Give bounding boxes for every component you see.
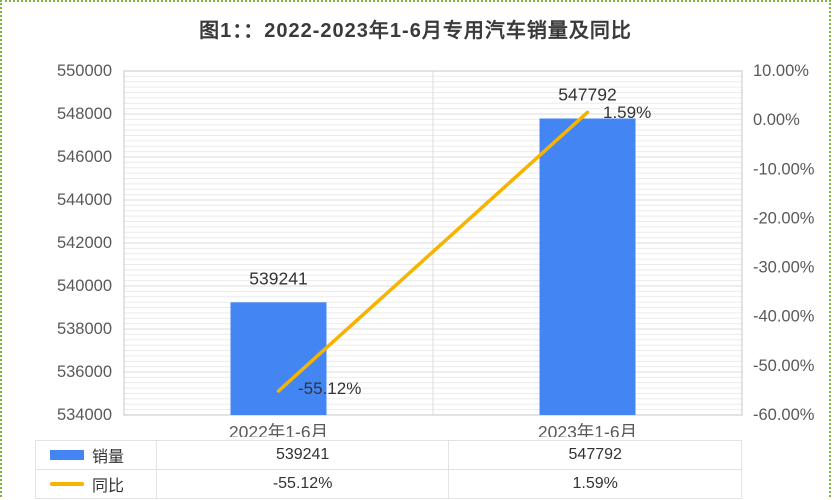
svg-text:544000: 544000 bbox=[57, 191, 112, 209]
svg-text:539241: 539241 bbox=[249, 269, 307, 289]
svg-text:550000: 550000 bbox=[57, 62, 112, 80]
svg-text:548000: 548000 bbox=[57, 105, 112, 123]
svg-text:-20.00%: -20.00% bbox=[753, 209, 815, 227]
svg-text:2023年1-6月: 2023年1-6月 bbox=[538, 422, 637, 437]
svg-text:540000: 540000 bbox=[57, 277, 112, 295]
svg-text:-50.00%: -50.00% bbox=[753, 357, 815, 375]
svg-text:-40.00%: -40.00% bbox=[753, 308, 815, 326]
svg-text:-60.00%: -60.00% bbox=[753, 406, 815, 424]
svg-text:-30.00%: -30.00% bbox=[753, 259, 815, 277]
svg-text:2022年1-6月: 2022年1-6月 bbox=[229, 422, 328, 437]
svg-text:547792: 547792 bbox=[558, 85, 616, 105]
svg-text:538000: 538000 bbox=[57, 320, 112, 338]
svg-text:536000: 536000 bbox=[57, 363, 112, 381]
svg-text:534000: 534000 bbox=[57, 406, 112, 424]
svg-text:542000: 542000 bbox=[57, 234, 112, 252]
svg-text:-10.00%: -10.00% bbox=[753, 160, 815, 178]
svg-text:1.59%: 1.59% bbox=[603, 103, 651, 122]
svg-text:546000: 546000 bbox=[57, 148, 112, 166]
svg-text:10.00%: 10.00% bbox=[753, 62, 809, 80]
svg-text:0.00%: 0.00% bbox=[753, 111, 800, 129]
svg-text:-55.12%: -55.12% bbox=[298, 379, 361, 398]
